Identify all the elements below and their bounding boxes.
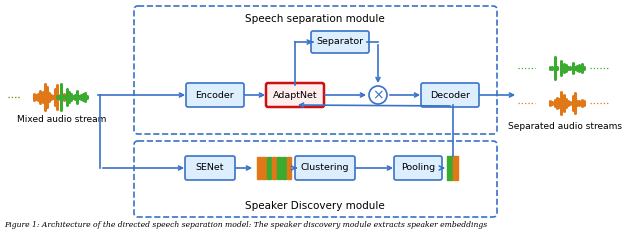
Text: Pooling: Pooling [401,164,435,172]
Text: Speaker Discovery module: Speaker Discovery module [245,201,385,211]
FancyBboxPatch shape [394,156,442,180]
FancyBboxPatch shape [186,83,244,107]
FancyBboxPatch shape [266,83,324,107]
Text: Speech separation module: Speech separation module [245,14,385,24]
FancyBboxPatch shape [295,156,355,180]
Text: Encoder: Encoder [196,90,234,99]
Bar [272,157,276,179]
Bar [262,157,266,179]
FancyBboxPatch shape [185,156,235,180]
Bar [447,156,452,180]
Text: Separator: Separator [316,38,364,47]
Bar [257,157,261,179]
Text: Mixed audio stream: Mixed audio stream [17,115,107,124]
Text: Decoder: Decoder [430,90,470,99]
Text: Figure 1: Architecture of the directed speech separation model: The speaker disc: Figure 1: Architecture of the directed s… [4,221,487,229]
Text: Clustering: Clustering [301,164,349,172]
FancyBboxPatch shape [311,31,369,53]
FancyBboxPatch shape [421,83,479,107]
Bar [267,157,271,179]
Text: ×: × [372,89,384,103]
Bar [277,157,281,179]
Text: AdaptNet: AdaptNet [273,90,317,99]
Bar [287,157,291,179]
Text: Separated audio streams: Separated audio streams [508,122,622,131]
Bar [282,157,286,179]
Bar [453,156,458,180]
Text: SENet: SENet [196,164,224,172]
